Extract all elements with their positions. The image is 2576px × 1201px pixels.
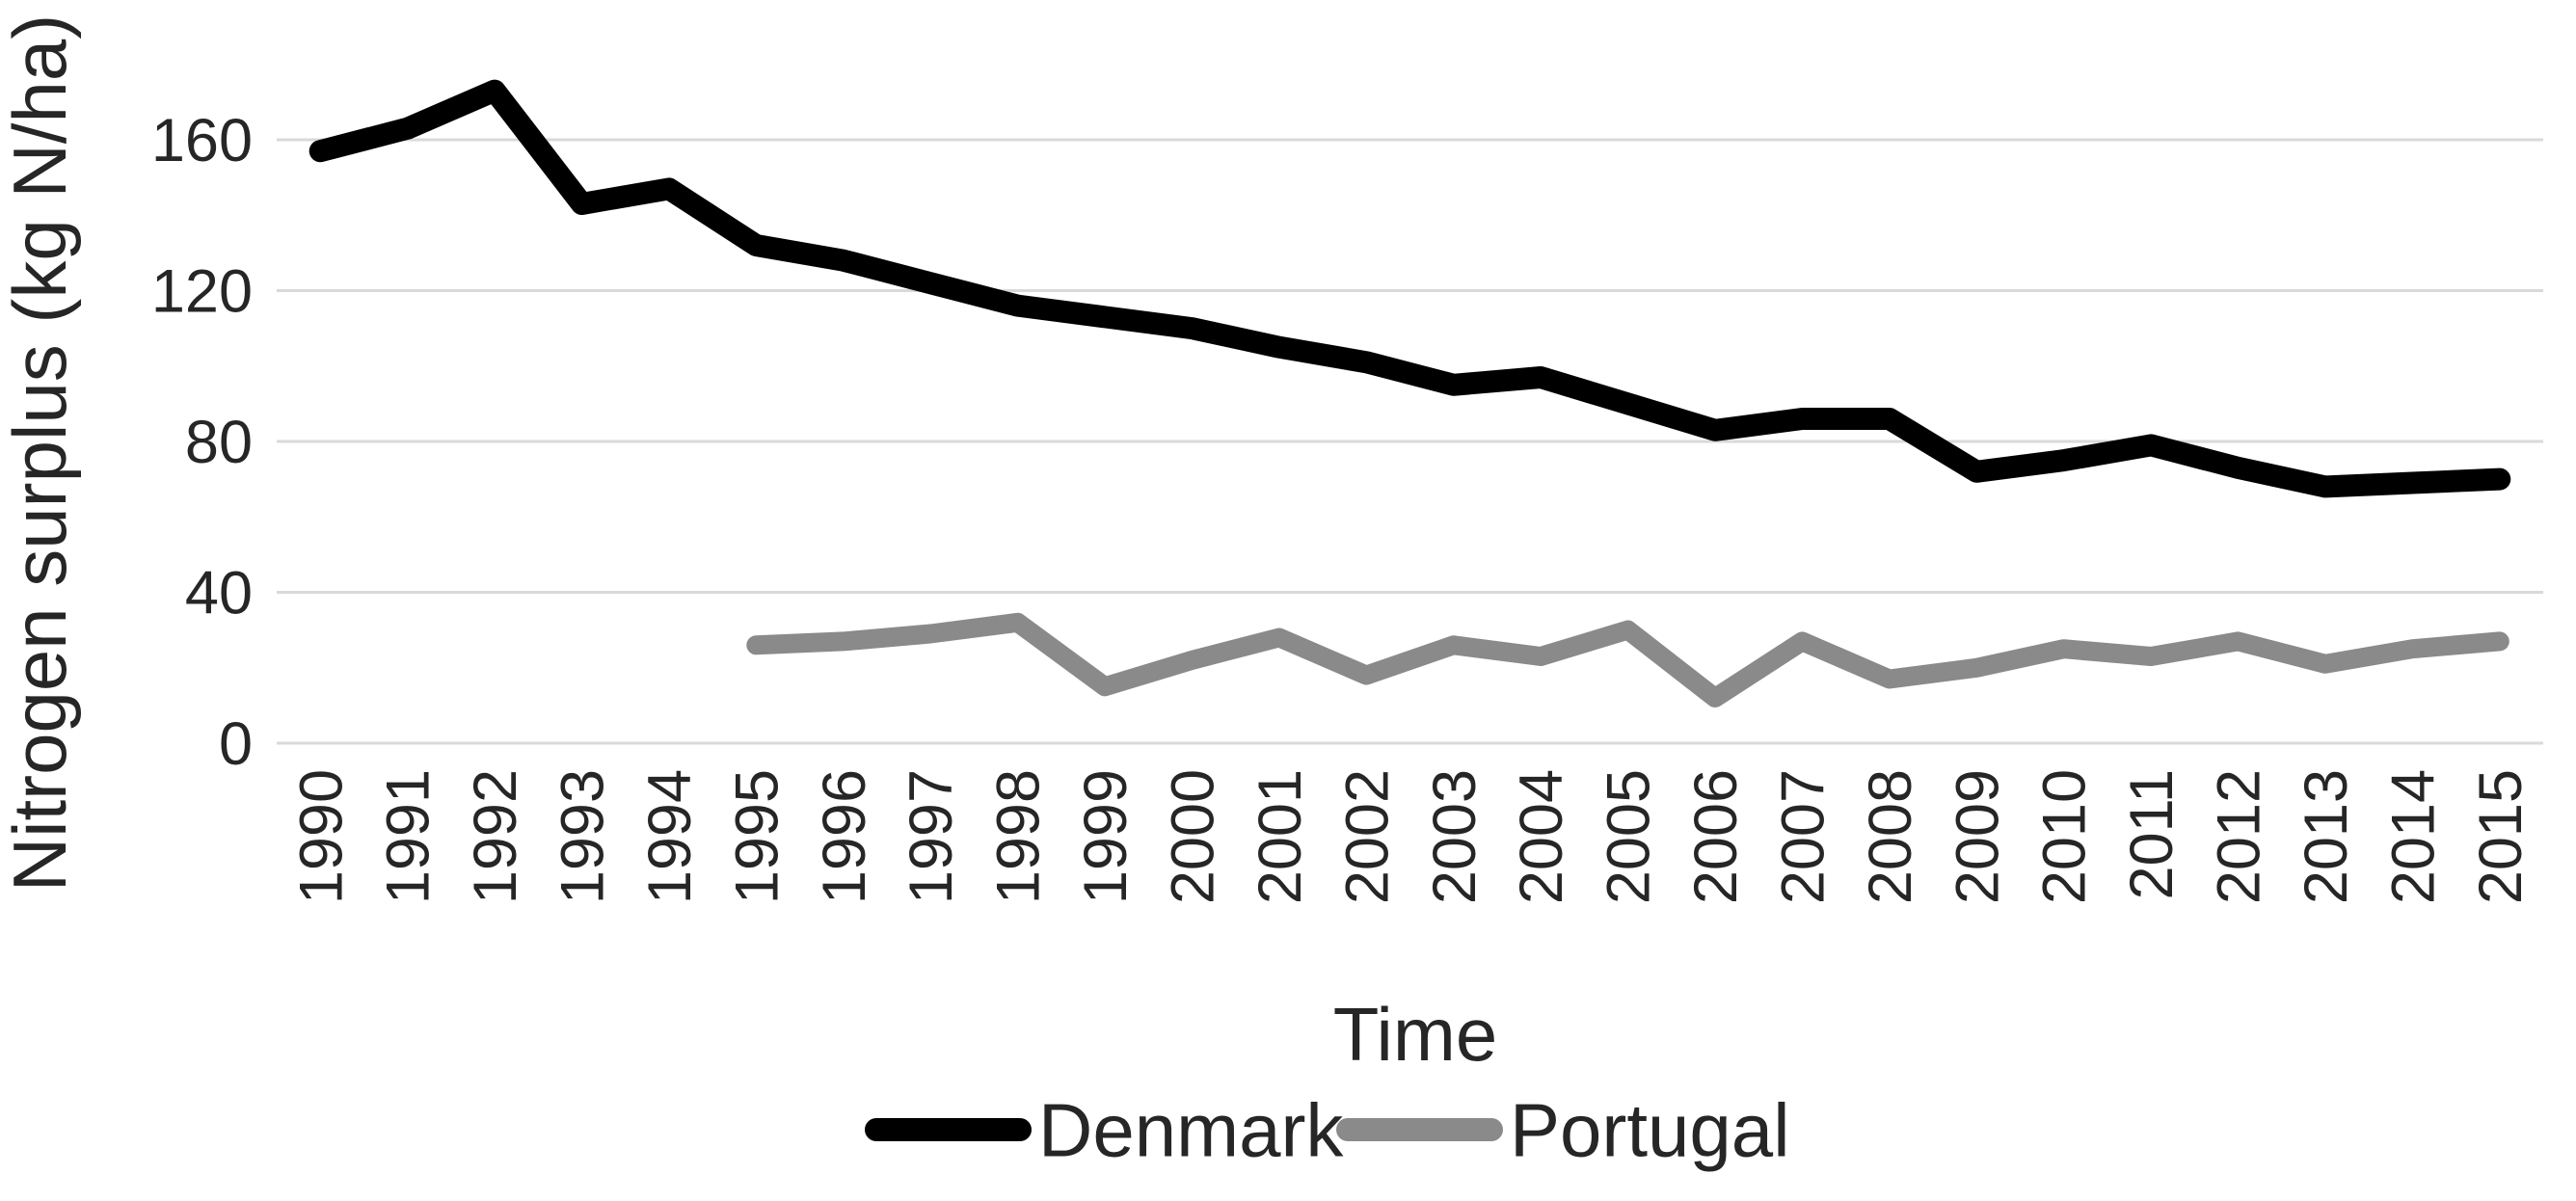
- x-tick-label-2012: 2012: [2206, 769, 2273, 904]
- x-tick-label-1998: 1998: [985, 769, 1053, 904]
- x-tick-label-2006: 2006: [1682, 769, 1750, 904]
- x-tick-label-1995: 1995: [723, 769, 791, 904]
- x-tick-label-1991: 1991: [375, 769, 443, 904]
- series-line-denmark: [309, 79, 2511, 498]
- x-axis-tick-labels: 1990 1991 1992 1993 1994 1995 1996 1997 1998 1999…: [287, 769, 2535, 904]
- y-axis-tick-labels: 0 40 80 120 160: [151, 107, 253, 778]
- data-series: [309, 79, 2511, 707]
- x-tick-label-2001: 2001: [1247, 769, 1314, 904]
- y-tick-label-40: 40: [185, 560, 253, 627]
- x-tick-label-1990: 1990: [287, 769, 355, 904]
- gridlines: [277, 138, 2543, 745]
- x-tick-label-2014: 2014: [2379, 769, 2447, 904]
- x-tick-label-2002: 2002: [1333, 769, 1401, 904]
- legend: Denmark Portugal: [865, 1087, 1790, 1172]
- x-tick-label-2007: 2007: [1769, 769, 1837, 904]
- y-tick-label-0: 0: [219, 710, 253, 778]
- y-tick-label-160: 160: [151, 107, 253, 174]
- x-tick-label-2009: 2009: [1944, 769, 2011, 904]
- legend-label-portugal: Portugal: [1510, 1087, 1790, 1172]
- x-tick-label-2011: 2011: [2118, 769, 2186, 899]
- legend-label-denmark: Denmark: [1038, 1087, 1344, 1172]
- x-tick-label-2004: 2004: [1508, 769, 1575, 904]
- x-tick-label-2003: 2003: [1421, 769, 1489, 904]
- x-tick-label-1997: 1997: [898, 769, 965, 904]
- x-tick-label-2008: 2008: [1857, 769, 1924, 904]
- x-tick-label-2013: 2013: [2293, 769, 2360, 904]
- x-tick-label-2015: 2015: [2467, 769, 2535, 904]
- y-tick-label-80: 80: [185, 409, 253, 476]
- x-tick-label-1996: 1996: [811, 769, 878, 904]
- x-tick-label-2000: 2000: [1159, 769, 1226, 904]
- y-axis-title: Nitrogen surplus (kg N/ha): [0, 14, 82, 892]
- series-line-portugal: [746, 612, 2509, 707]
- x-tick-label-1993: 1993: [550, 769, 617, 904]
- x-tick-label-1994: 1994: [636, 769, 704, 904]
- x-axis-title: Time: [1333, 992, 1497, 1077]
- x-tick-label-1999: 1999: [1072, 769, 1140, 904]
- x-tick-label-2010: 2010: [2031, 769, 2099, 904]
- x-tick-label-2005: 2005: [1596, 769, 1663, 904]
- y-tick-label-120: 120: [151, 258, 253, 326]
- x-tick-label-1992: 1992: [462, 769, 529, 904]
